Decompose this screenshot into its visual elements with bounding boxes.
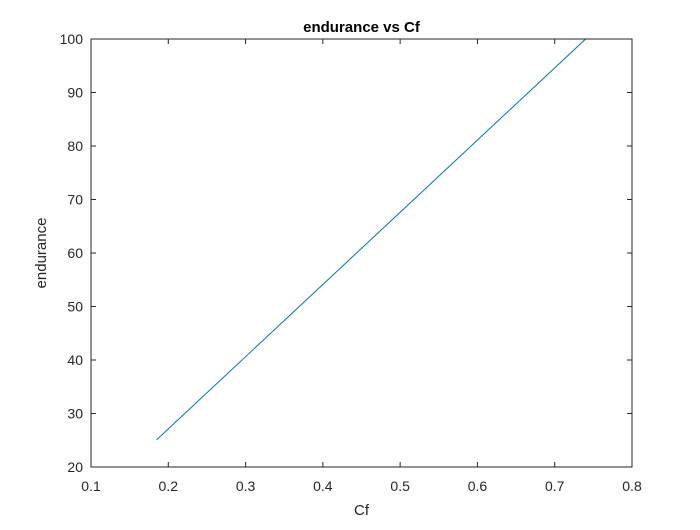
y-tick-label: 30 (67, 406, 83, 422)
y-tick-label: 60 (67, 245, 83, 261)
x-tick-label: 0.4 (313, 478, 333, 494)
y-tick-label: 100 (60, 31, 84, 47)
series-layer (156, 38, 586, 441)
x-tick-label: 0.7 (545, 478, 565, 494)
y-tick-label: 80 (67, 138, 83, 154)
axes-box (90, 38, 633, 468)
x-tick-label: 0.2 (159, 478, 179, 494)
y-tick-label: 90 (67, 85, 83, 101)
x-tick-label: 0.8 (622, 478, 642, 494)
plot-area (91, 39, 632, 467)
series-line (156, 38, 586, 441)
x-tick-label: 0.6 (468, 478, 488, 494)
x-tick-label: 0.3 (236, 478, 256, 494)
y-tick-label: 70 (67, 192, 83, 208)
chart-title: endurance vs Cf (303, 19, 421, 36)
y-tick-label: 40 (67, 352, 83, 368)
y-tick-label: 50 (67, 299, 83, 315)
x-tick-label: 0.1 (81, 478, 101, 494)
x-tick-label: 0.5 (390, 478, 410, 494)
tick-layer: 0.1 0.2 0.3 0.4 0.5 0.6 0.7 0.8 20 30 40 50 60 70 80 90… (60, 31, 642, 494)
x-axis-label: Cf (354, 502, 370, 519)
y-tick-label: 20 (67, 459, 83, 475)
y-axis-label: endurance (33, 218, 50, 289)
